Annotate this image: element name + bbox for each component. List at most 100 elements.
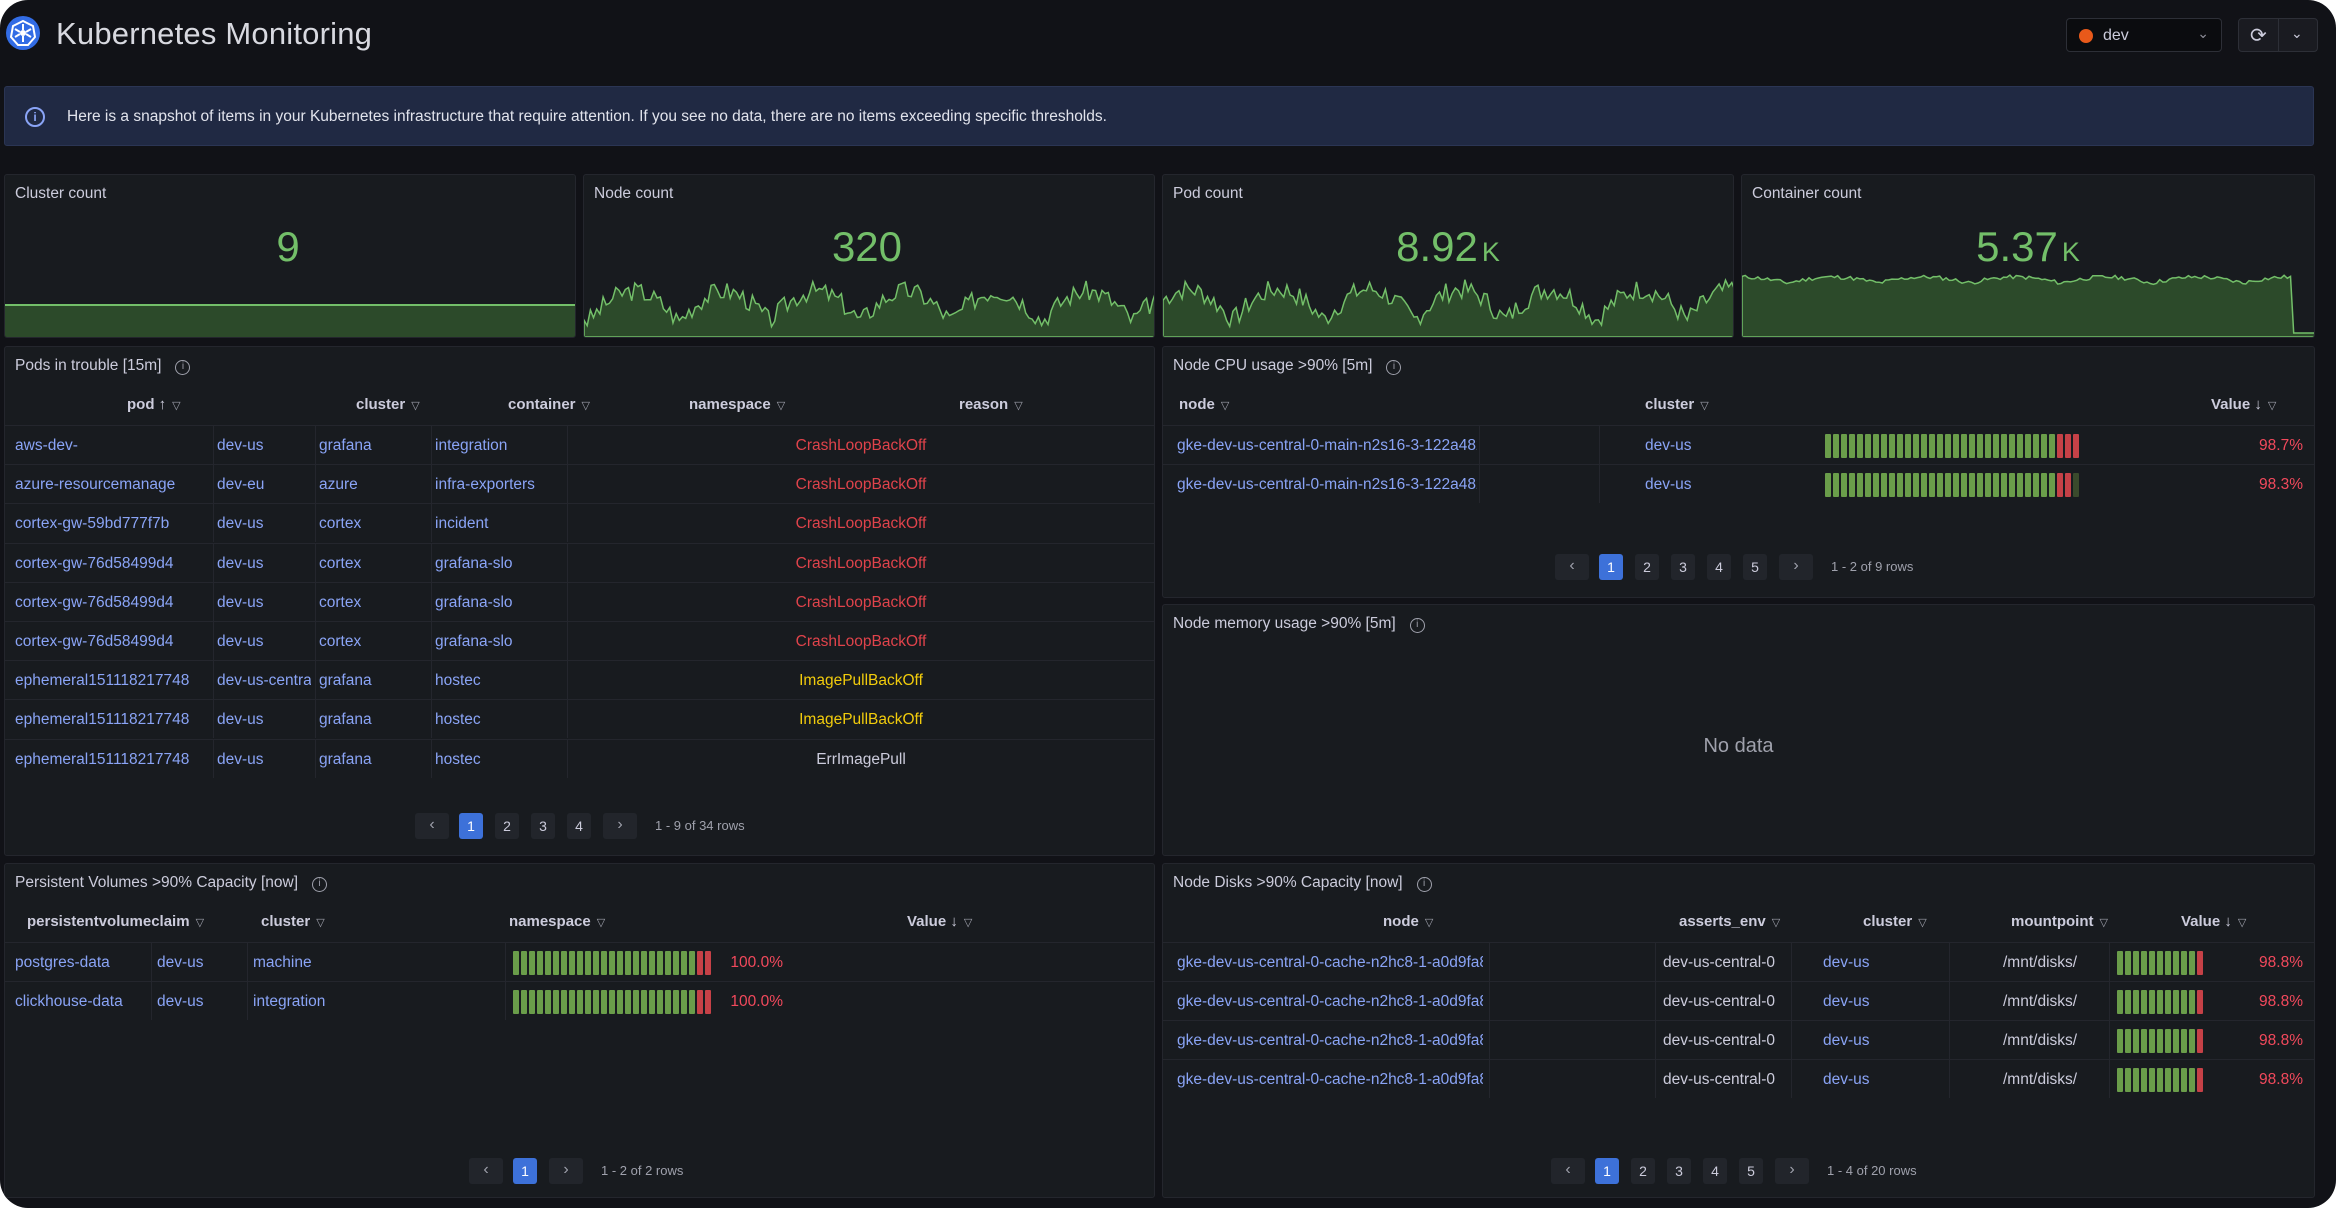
cell-pod[interactable]: cortex-gw-76d58499d4	[15, 554, 174, 572]
info-icon[interactable]: i	[312, 877, 328, 892]
cell-container[interactable]: azure	[319, 476, 358, 494]
cell-cluster[interactable]: dev-us	[217, 437, 264, 454]
page-button-5[interactable]: 5	[1739, 1158, 1763, 1184]
cell-namespace[interactable]: hostec	[435, 750, 481, 768]
next-page-button[interactable]: ›	[549, 1158, 583, 1184]
refresh-interval-dropdown[interactable]: ⌄	[2279, 19, 2317, 51]
column-header-reason[interactable]: reason ▽	[959, 396, 1023, 413]
filter-icon[interactable]: ▽	[1771, 917, 1781, 929]
next-page-button[interactable]: ›	[603, 813, 637, 839]
filter-icon[interactable]: ▽	[596, 917, 606, 929]
cell-namespace[interactable]: integration	[435, 437, 508, 454]
cell-cluster[interactable]: dev-us-central...	[217, 672, 311, 690]
cell-cluster[interactable]: dev-us	[1645, 476, 1692, 493]
info-icon[interactable]: i	[1409, 618, 1425, 633]
cell-cluster[interactable]: dev-us	[217, 554, 264, 572]
cell-cluster[interactable]: dev-us	[1823, 1032, 1870, 1049]
next-page-button[interactable]: ›	[1779, 554, 1813, 580]
page-button-2[interactable]: 2	[1631, 1158, 1655, 1184]
cell-namespace[interactable]: grafana-slo	[435, 633, 513, 650]
filter-icon[interactable]: ▽	[1424, 917, 1434, 929]
column-header-container[interactable]: container ▽	[508, 396, 590, 413]
cell-node[interactable]: gke-dev-us-central-0-cache-n2hc8-1-a0d9f…	[1177, 954, 1483, 971]
info-icon[interactable]: i	[1386, 360, 1402, 375]
cell-cluster[interactable]: dev-us	[217, 633, 264, 650]
cell-cluster[interactable]: dev-us	[1823, 993, 1870, 1010]
page-button-1[interactable]: 1	[1595, 1158, 1619, 1184]
cell-container[interactable]: grafana	[319, 711, 372, 729]
cell-pod[interactable]: ephemeral151118217748	[15, 711, 190, 729]
page-button-3[interactable]: 3	[531, 813, 555, 839]
cell-node[interactable]: gke-dev-us-central-0-cache-n2hc8-1-a0d9f…	[1177, 1032, 1483, 1049]
cell-container[interactable]: grafana	[319, 437, 372, 454]
column-header-cluster[interactable]: cluster ▽	[1863, 913, 1927, 930]
page-button-3[interactable]: 3	[1671, 554, 1695, 580]
cell-cluster[interactable]: dev-us	[1823, 1071, 1870, 1088]
filter-icon[interactable]: ▽	[963, 917, 973, 929]
cell-cluster[interactable]: dev-us	[217, 593, 264, 611]
column-header-cluster[interactable]: cluster ▽	[356, 396, 420, 413]
cell-node[interactable]: gke-dev-us-central-0-main-n2s16-3-122a48…	[1177, 476, 1477, 493]
filter-icon[interactable]: ▽	[316, 917, 325, 929]
column-header-cluster[interactable]: cluster ▽	[261, 913, 325, 930]
cell-pod[interactable]: aws-dev-	[15, 437, 78, 454]
env-selector[interactable]: dev ⌄	[2066, 18, 2222, 52]
filter-icon[interactable]: ▽	[2267, 400, 2277, 412]
filter-icon[interactable]: ▽	[411, 400, 420, 412]
filter-icon[interactable]: ▽	[2237, 917, 2247, 929]
cell-container[interactable]: grafana	[319, 750, 372, 768]
cell-pod[interactable]: cortex-gw-76d58499d4	[15, 593, 174, 611]
cell-namespace[interactable]: infra-exporters	[435, 476, 535, 494]
filter-icon[interactable]: ▽	[2099, 917, 2108, 929]
cell-pod[interactable]: cortex-gw-76d58499d4	[15, 633, 174, 650]
page-button-4[interactable]: 4	[1707, 554, 1731, 580]
column-header-node[interactable]: node ▽	[1383, 913, 1433, 930]
cell-cluster[interactable]: dev-eu	[217, 476, 265, 494]
filter-icon[interactable]: ▽	[172, 400, 181, 412]
cell-container[interactable]: grafana	[319, 672, 372, 690]
column-header-namespace[interactable]: namespace ▽	[689, 396, 785, 413]
filter-icon[interactable]: ▽	[1700, 400, 1709, 412]
filter-icon[interactable]: ▽	[1014, 400, 1023, 412]
cell-pod[interactable]: cortex-gw-59bd777f7b	[15, 515, 170, 533]
cell-container[interactable]: cortex	[319, 515, 362, 533]
cell-namespace[interactable]: grafana-slo	[435, 593, 513, 611]
prev-page-button[interactable]: ‹	[415, 813, 449, 839]
column-header-value[interactable]: Value ↓ ▽	[2211, 396, 2276, 413]
cell-node[interactable]: gke-dev-us-central-0-cache-n2hc8-1-a0d9f…	[1177, 993, 1483, 1010]
page-button-1[interactable]: 1	[1599, 554, 1623, 580]
cell-cluster[interactable]: dev-us	[217, 711, 264, 729]
next-page-button[interactable]: ›	[1775, 1158, 1809, 1184]
cell-container[interactable]: cortex	[319, 593, 362, 611]
cell-cluster[interactable]: dev-us	[1823, 954, 1870, 971]
cell-namespace[interactable]: hostec	[435, 672, 481, 690]
filter-icon[interactable]: ▽	[1918, 917, 1927, 929]
filter-icon[interactable]: ▽	[195, 917, 205, 929]
page-button-4[interactable]: 4	[1703, 1158, 1727, 1184]
column-header-mountpoint[interactable]: mountpoint ▽	[2011, 913, 2108, 930]
cell-container[interactable]: cortex	[319, 633, 362, 650]
prev-page-button[interactable]: ‹	[1555, 554, 1589, 580]
cell-namespace[interactable]: machine	[253, 954, 312, 971]
refresh-button[interactable]: ⟳	[2239, 19, 2279, 51]
page-button-1[interactable]: 1	[459, 813, 483, 839]
column-header-pod[interactable]: pod ↑ ▽	[127, 396, 181, 413]
column-header-value[interactable]: Value ↓ ▽	[907, 913, 972, 930]
cell-node[interactable]: gke-dev-us-central-0-main-n2s16-3-122a48…	[1177, 437, 1477, 454]
filter-icon[interactable]: ▽	[1220, 400, 1230, 412]
cell-cluster[interactable]: dev-us	[217, 750, 264, 768]
page-button-5[interactable]: 5	[1743, 554, 1767, 580]
prev-page-button[interactable]: ‹	[1551, 1158, 1585, 1184]
cell-pod[interactable]: azure-resourcemanage	[15, 476, 176, 494]
cell-namespace[interactable]: incident	[435, 515, 489, 533]
cell-namespace[interactable]: integration	[253, 993, 326, 1010]
prev-page-button[interactable]: ‹	[469, 1158, 503, 1184]
column-header-asserts-env[interactable]: asserts_env ▽	[1679, 913, 1780, 930]
cell-namespace[interactable]: hostec	[435, 711, 481, 729]
cell-cluster[interactable]: dev-us	[217, 515, 264, 533]
cell-pvc[interactable]: postgres-data	[15, 954, 110, 971]
page-button-2[interactable]: 2	[495, 813, 519, 839]
cell-pod[interactable]: ephemeral151118217748	[15, 672, 190, 690]
cell-node[interactable]: gke-dev-us-central-0-cache-n2hc8-1-a0d9f…	[1177, 1071, 1483, 1088]
cell-namespace[interactable]: grafana-slo	[435, 554, 513, 572]
